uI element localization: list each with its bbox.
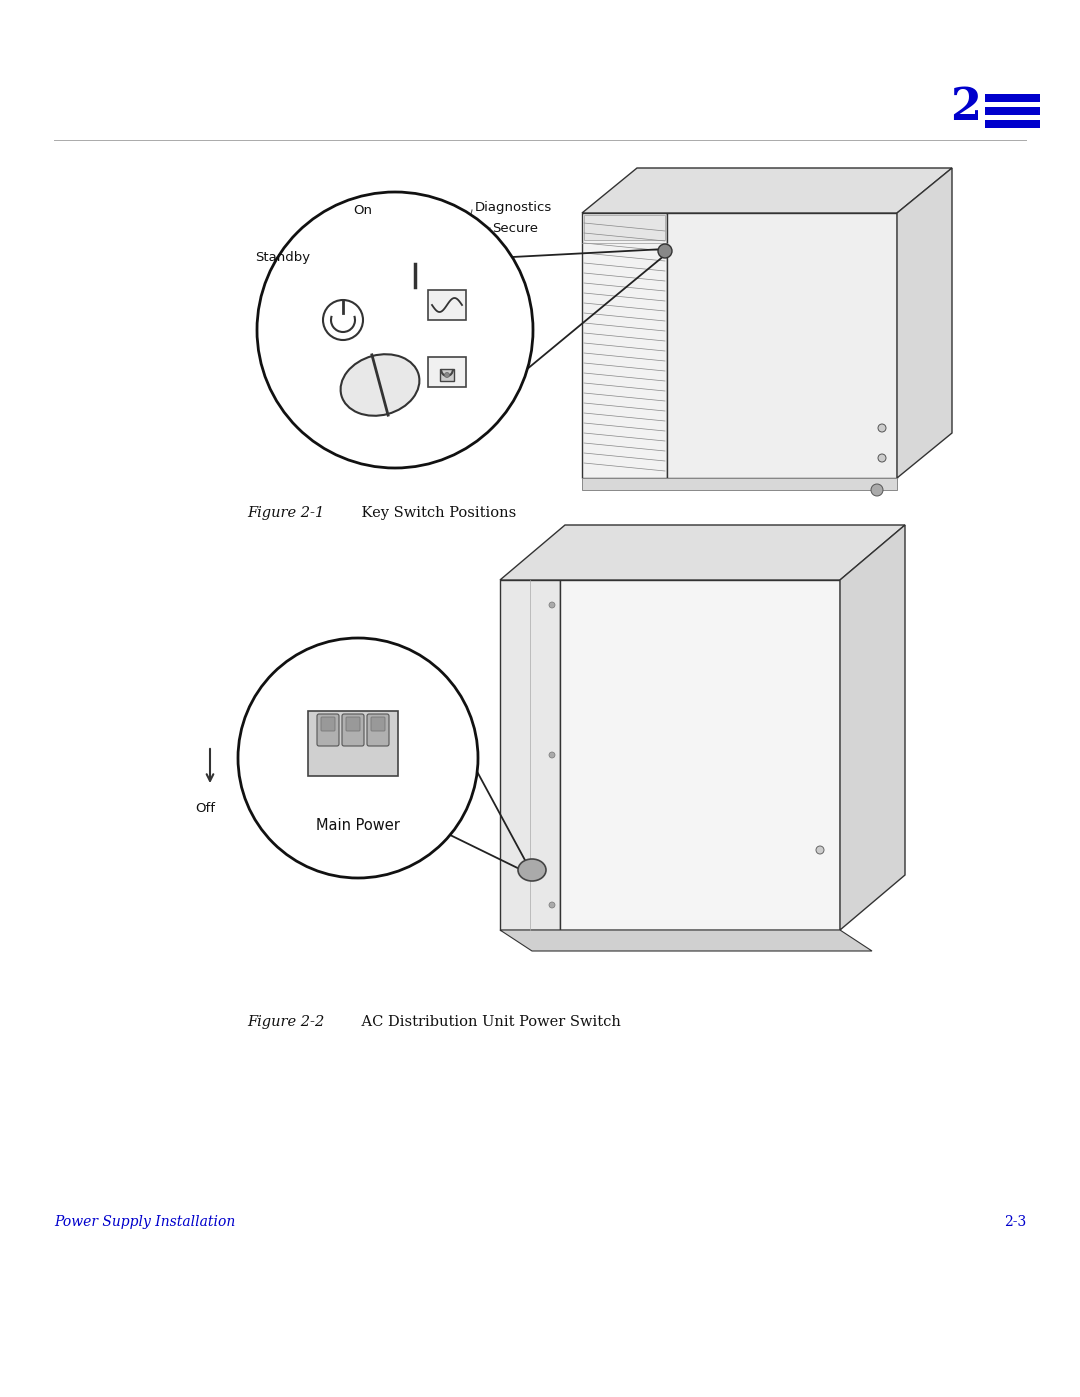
FancyBboxPatch shape bbox=[346, 717, 360, 731]
Text: 2: 2 bbox=[950, 87, 982, 130]
Text: Main Power: Main Power bbox=[316, 819, 400, 834]
Text: Standby: Standby bbox=[255, 251, 310, 264]
Polygon shape bbox=[561, 580, 840, 930]
Polygon shape bbox=[582, 168, 951, 212]
FancyBboxPatch shape bbox=[584, 215, 665, 240]
Text: Figure 2-2: Figure 2-2 bbox=[247, 1016, 324, 1030]
FancyBboxPatch shape bbox=[985, 120, 1040, 129]
FancyBboxPatch shape bbox=[308, 711, 399, 775]
FancyBboxPatch shape bbox=[367, 714, 389, 746]
FancyBboxPatch shape bbox=[372, 717, 384, 731]
Circle shape bbox=[870, 483, 883, 496]
Circle shape bbox=[549, 902, 555, 908]
Polygon shape bbox=[840, 525, 905, 930]
FancyBboxPatch shape bbox=[985, 108, 1040, 115]
FancyBboxPatch shape bbox=[342, 714, 364, 746]
Ellipse shape bbox=[518, 859, 546, 882]
Circle shape bbox=[816, 847, 824, 854]
Text: 2-3: 2-3 bbox=[1003, 1215, 1026, 1229]
Text: Figure 2-1: Figure 2-1 bbox=[247, 506, 324, 520]
Polygon shape bbox=[667, 212, 897, 478]
Circle shape bbox=[878, 454, 886, 462]
Circle shape bbox=[445, 373, 449, 377]
FancyBboxPatch shape bbox=[321, 717, 335, 731]
Text: Secure: Secure bbox=[492, 222, 538, 235]
FancyBboxPatch shape bbox=[582, 478, 897, 490]
Text: Key Switch Positions: Key Switch Positions bbox=[343, 506, 516, 520]
FancyBboxPatch shape bbox=[440, 369, 454, 381]
FancyBboxPatch shape bbox=[428, 291, 465, 320]
Text: Power Supply Installation: Power Supply Installation bbox=[54, 1215, 235, 1229]
Polygon shape bbox=[582, 212, 667, 478]
Text: Diagnostics: Diagnostics bbox=[475, 201, 552, 215]
Text: On: On bbox=[353, 204, 372, 217]
FancyBboxPatch shape bbox=[428, 358, 465, 387]
Circle shape bbox=[238, 638, 478, 877]
Text: Off: Off bbox=[195, 802, 215, 814]
Circle shape bbox=[323, 300, 363, 339]
Text: AC Distribution Unit Power Switch: AC Distribution Unit Power Switch bbox=[343, 1016, 621, 1030]
Circle shape bbox=[878, 425, 886, 432]
Ellipse shape bbox=[340, 355, 419, 416]
Circle shape bbox=[549, 602, 555, 608]
Polygon shape bbox=[500, 525, 905, 580]
Circle shape bbox=[658, 244, 672, 258]
Polygon shape bbox=[897, 168, 951, 478]
FancyBboxPatch shape bbox=[985, 94, 1040, 102]
Circle shape bbox=[257, 191, 534, 468]
Polygon shape bbox=[500, 930, 872, 951]
FancyBboxPatch shape bbox=[318, 714, 339, 746]
Polygon shape bbox=[500, 580, 561, 930]
Circle shape bbox=[549, 752, 555, 759]
